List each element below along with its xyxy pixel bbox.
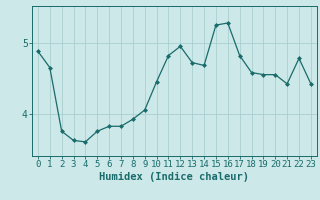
X-axis label: Humidex (Indice chaleur): Humidex (Indice chaleur) <box>100 172 249 182</box>
